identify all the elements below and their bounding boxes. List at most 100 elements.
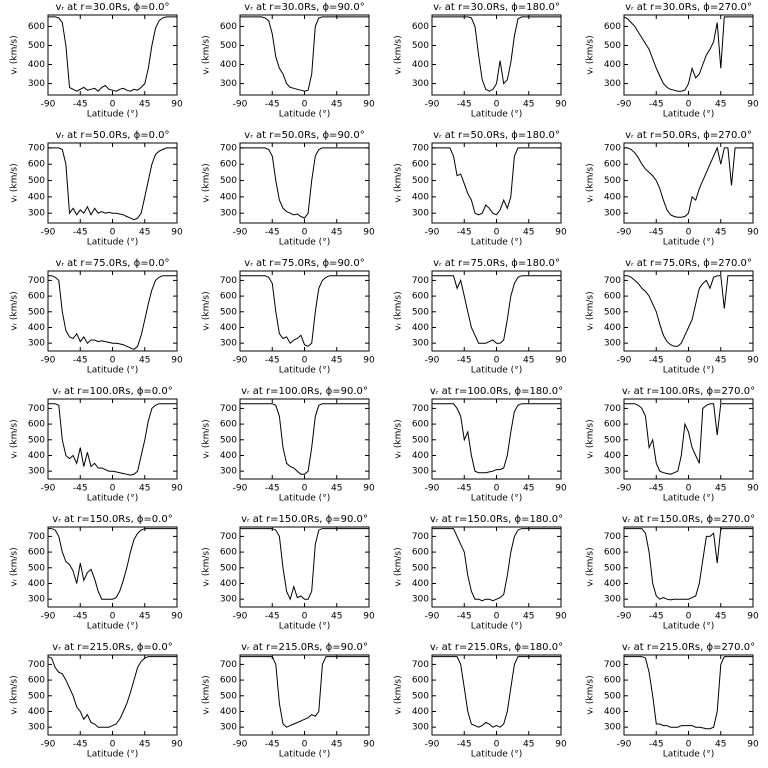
y-tick-label: 500	[604, 41, 621, 51]
x-tick-label: -45	[649, 740, 664, 750]
x-tick-label: -45	[457, 612, 472, 622]
x-tick-label: -90	[233, 228, 248, 238]
line	[624, 528, 753, 601]
y-tick-label: 700	[220, 404, 237, 414]
y-tick-label: 600	[412, 420, 429, 430]
x-tick-label: -45	[265, 612, 280, 622]
x-tick-label: 45	[523, 356, 534, 366]
y-tick-label: 400	[220, 451, 237, 461]
line	[240, 656, 369, 728]
x-tick-label: -90	[617, 100, 632, 110]
x-tick-label: 45	[523, 100, 534, 110]
x-tick-label: 0	[494, 100, 500, 110]
y-axis-label: vᵣ (km/s)	[10, 291, 20, 330]
y-tick-label: 400	[220, 60, 237, 70]
y-tick-label: 600	[220, 676, 237, 686]
panel: vᵣ at r=75.0Rs, ϕ=180.0° -90 -45 0 45 90 300 40…	[394, 258, 567, 376]
y-tick-label: 700	[220, 532, 237, 542]
panel-title: vᵣ at r=215.0Rs, ϕ=0.0°	[52, 642, 172, 653]
y-tick-label: 500	[220, 41, 237, 51]
x-tick-label: 90	[747, 356, 759, 366]
y-tick-label: 400	[412, 60, 429, 70]
y-tick-label: 600	[220, 160, 237, 170]
panel-title: vᵣ at r=150.0Rs, ϕ=0.0°	[52, 514, 172, 525]
x-axis-label: Latitude (°)	[663, 366, 714, 376]
y-tick-label: 400	[604, 707, 621, 717]
plot-frame	[239, 142, 370, 224]
y-tick-label: 400	[28, 451, 45, 461]
y-axis-label: vᵣ (km/s)	[10, 547, 20, 586]
y-tick-label: 300	[412, 79, 429, 89]
line	[48, 147, 177, 221]
y-tick-label: 300	[220, 723, 237, 733]
x-tick-label: 45	[715, 228, 726, 238]
x-axis-label: Latitude (°)	[87, 238, 138, 248]
y-tick-label: 500	[604, 176, 621, 186]
y-tick-label: 500	[412, 176, 429, 186]
y-tick-label: 600	[412, 548, 429, 558]
y-tick-label: 700	[604, 143, 621, 153]
x-tick-label: -45	[457, 100, 472, 110]
y-tick-label: 600	[28, 22, 45, 32]
y-tick-label: 300	[28, 595, 45, 605]
panel: vᵣ at r=30.0Rs, ϕ=0.0° -90 -45 0 45 90 300 400 5…	[10, 2, 183, 120]
panel-title: vᵣ at r=75.0Rs, ϕ=270.0°	[625, 258, 752, 269]
panel-title: vᵣ at r=30.0Rs, ϕ=180.0°	[433, 2, 560, 13]
panel-title: vᵣ at r=75.0Rs, ϕ=90.0°	[244, 258, 364, 269]
y-tick-label: 600	[220, 420, 237, 430]
x-tick-label: 90	[747, 228, 759, 238]
x-tick-label: -45	[73, 612, 88, 622]
x-axis-label: Latitude (°)	[663, 238, 714, 248]
panel-title: vᵣ at r=50.0Rs, ϕ=180.0°	[433, 130, 560, 141]
plot-frame	[431, 654, 562, 736]
plot-frame	[431, 398, 562, 480]
panel-title: vᵣ at r=75.0Rs, ϕ=0.0°	[55, 258, 169, 269]
x-tick-label: 90	[363, 612, 375, 622]
panel-title: vᵣ at r=30.0Rs, ϕ=0.0°	[55, 2, 169, 13]
y-axis-label: vᵣ (km/s)	[394, 547, 404, 586]
x-tick-label: -45	[73, 356, 88, 366]
y-tick-label: 500	[28, 307, 45, 317]
y-tick-label: 400	[604, 192, 621, 202]
x-tick-label: -45	[649, 484, 664, 494]
x-tick-label: 0	[494, 740, 500, 750]
panel: vᵣ at r=150.0Rs, ϕ=180.0° -90 -45 0 45 90 300 4…	[394, 514, 567, 632]
y-tick-label: 400	[220, 192, 237, 202]
y-axis-label: vᵣ (km/s)	[586, 163, 596, 202]
y-axis-label: vᵣ (km/s)	[10, 675, 20, 714]
y-tick-label: 600	[412, 676, 429, 686]
y-axis-label: vᵣ (km/s)	[586, 419, 596, 458]
x-axis-label: Latitude (°)	[279, 622, 330, 632]
y-axis-label: vᵣ (km/s)	[10, 35, 20, 74]
panel: vᵣ at r=150.0Rs, ϕ=0.0° -90 -45 0 45 90 300 400…	[10, 514, 183, 632]
x-tick-label: 90	[555, 100, 567, 110]
x-tick-label: 0	[686, 740, 692, 750]
x-tick-label: -45	[457, 484, 472, 494]
x-tick-label: 45	[331, 356, 342, 366]
x-tick-label: -45	[73, 100, 88, 110]
x-axis-label: Latitude (°)	[663, 110, 714, 120]
x-tick-label: 90	[555, 356, 567, 366]
x-axis-label: Latitude (°)	[87, 494, 138, 504]
x-axis-label: Latitude (°)	[471, 622, 522, 632]
x-axis-label: Latitude (°)	[663, 494, 714, 504]
x-tick-label: 45	[715, 612, 726, 622]
y-tick-label: 700	[412, 532, 429, 542]
x-tick-label: 45	[715, 484, 726, 494]
x-tick-label: 45	[331, 740, 342, 750]
x-axis-label: Latitude (°)	[471, 238, 522, 248]
panel: vᵣ at r=215.0Rs, ϕ=180.0° -90 -45 0 45 90 300 4…	[394, 642, 567, 760]
y-tick-label: 400	[412, 707, 429, 717]
x-tick-label: 90	[171, 228, 183, 238]
x-tick-label: 45	[715, 356, 726, 366]
y-tick-label: 500	[28, 691, 45, 701]
x-tick-label: 0	[302, 228, 308, 238]
y-axis-label: vᵣ (km/s)	[394, 35, 404, 74]
panel: vᵣ at r=50.0Rs, ϕ=90.0° -90 -45 0 45 90 300 400…	[202, 130, 375, 248]
y-tick-label: 400	[220, 323, 237, 333]
y-tick-label: 500	[412, 435, 429, 445]
y-tick-label: 600	[604, 420, 621, 430]
y-tick-label: 600	[220, 22, 237, 32]
x-axis-label: Latitude (°)	[279, 750, 330, 760]
